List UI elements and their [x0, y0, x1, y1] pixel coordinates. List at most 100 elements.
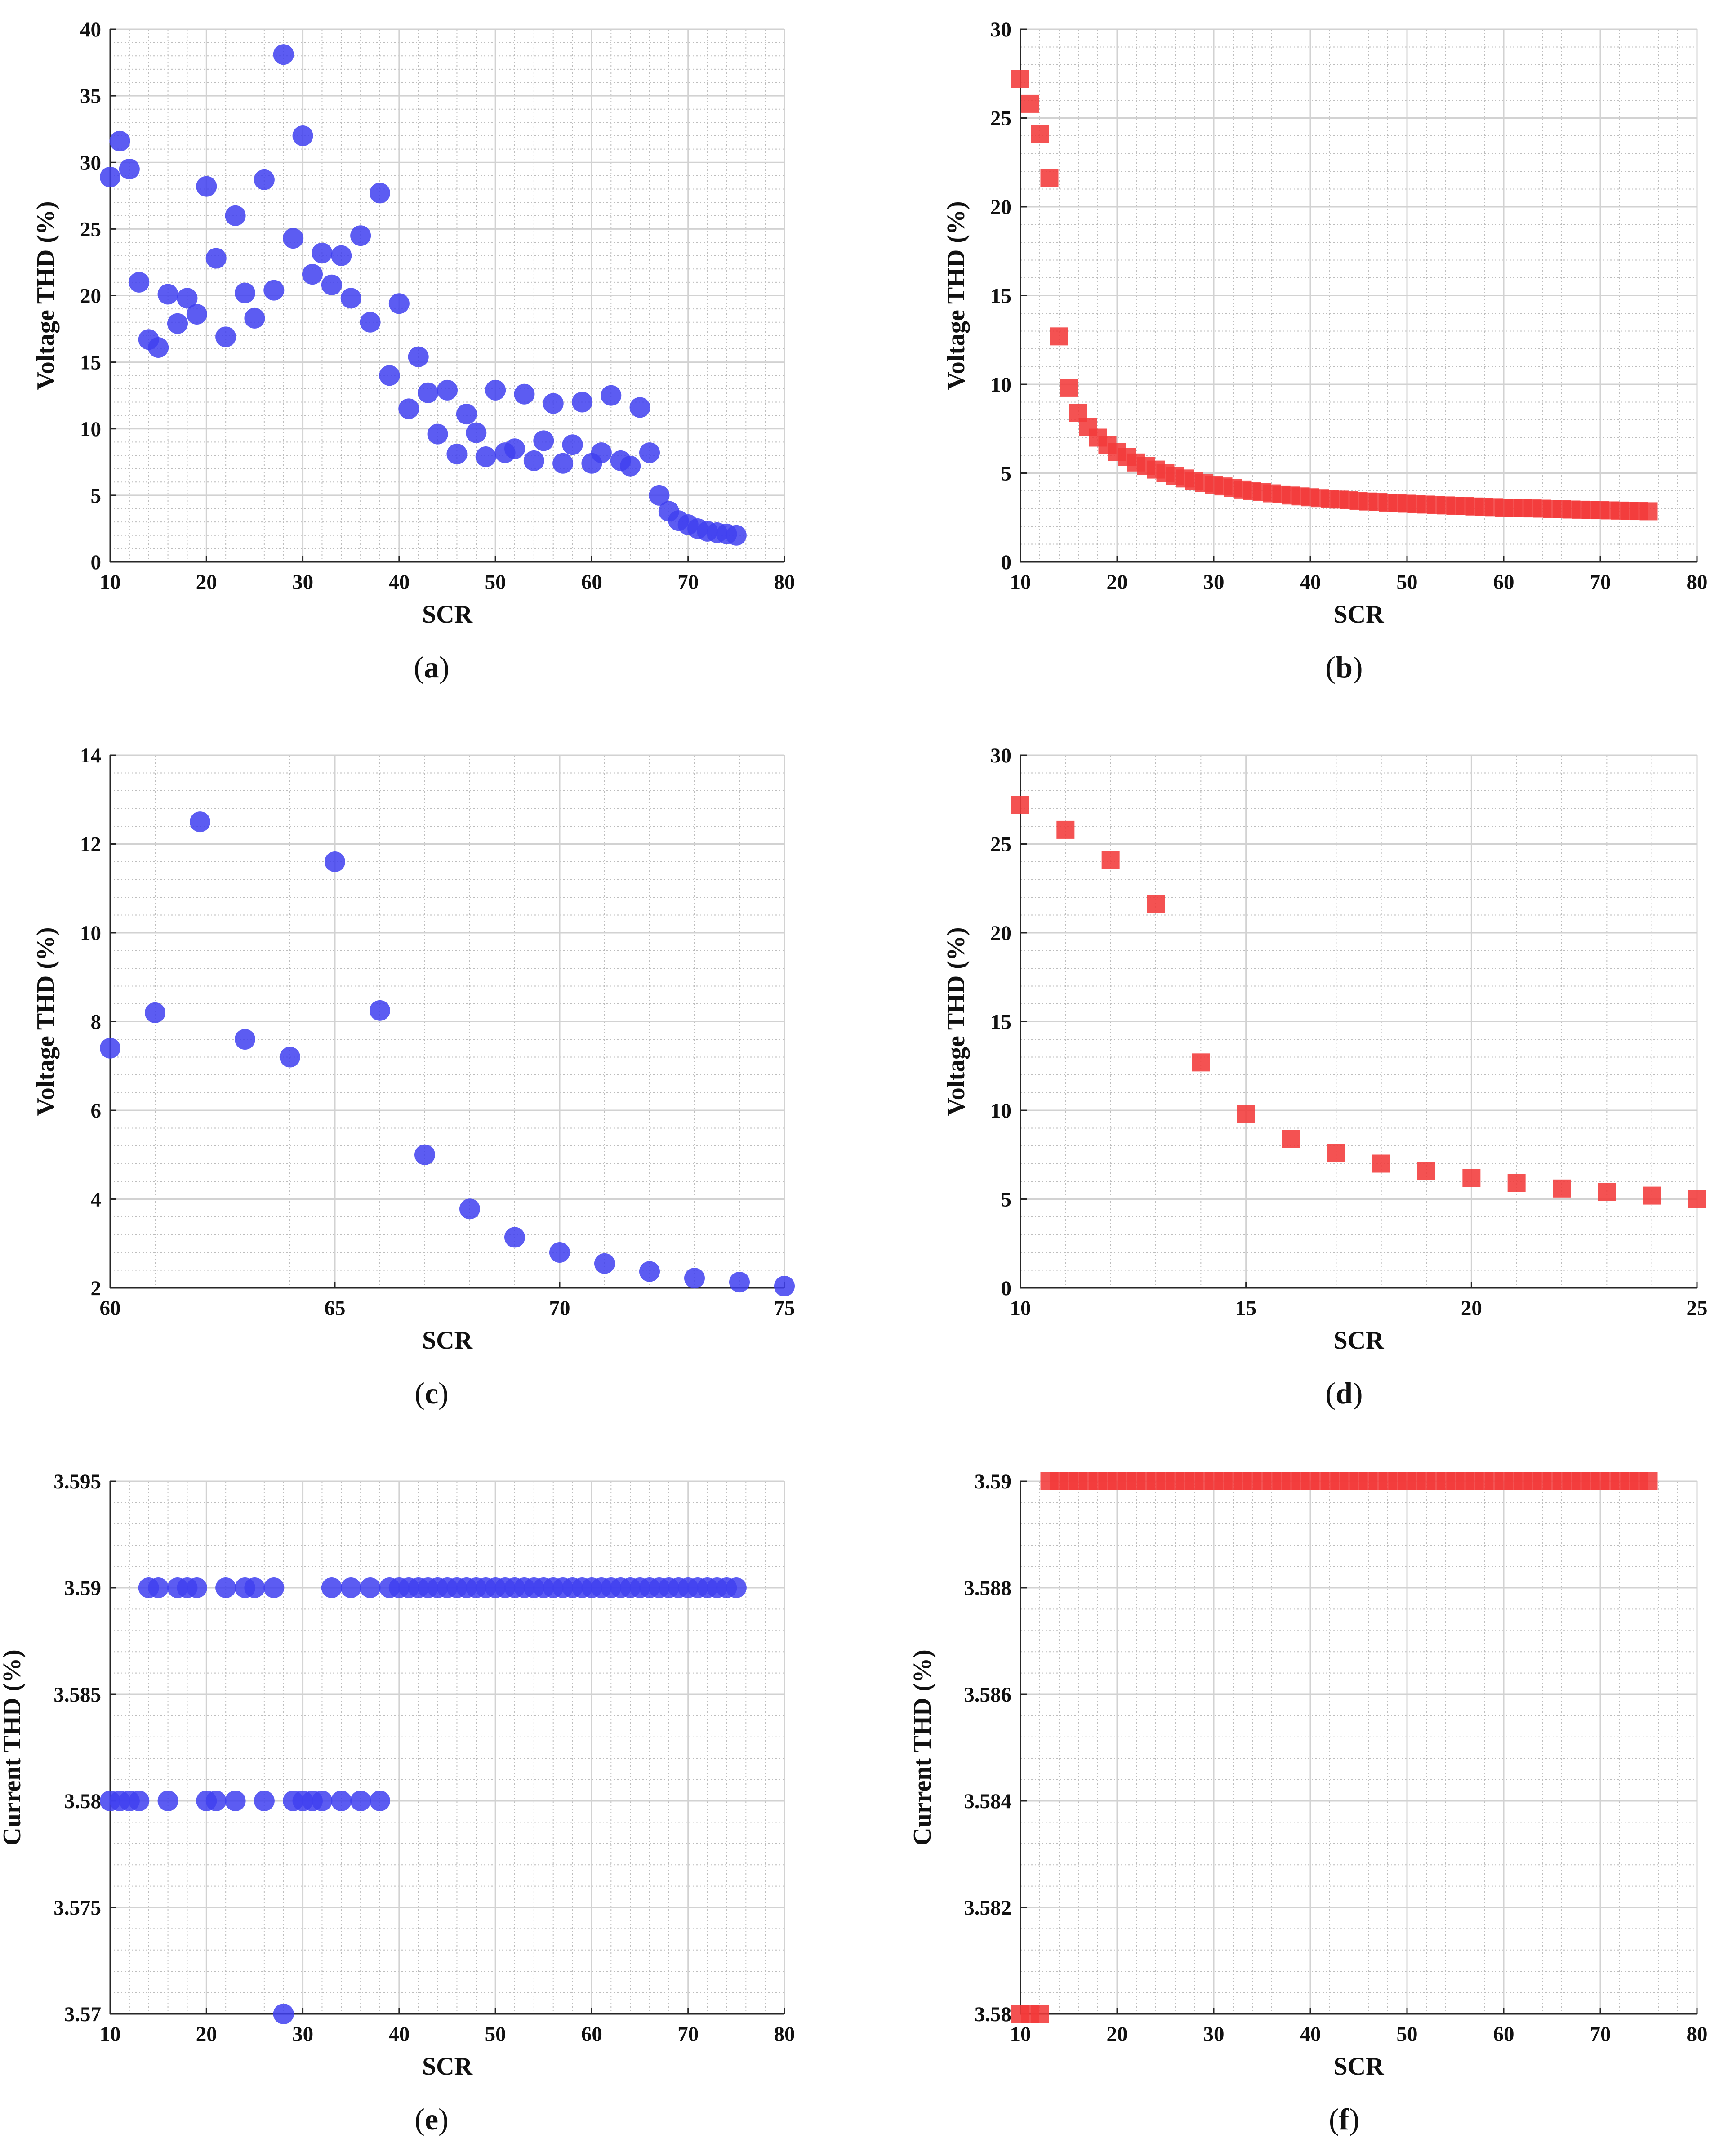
x-tick-label: 50 — [485, 570, 506, 594]
data-point — [388, 293, 410, 314]
x-tick-label: 30 — [1203, 570, 1225, 594]
data-point — [1011, 796, 1029, 814]
data-point — [1327, 1144, 1345, 1162]
data-point — [292, 125, 313, 146]
data-point — [215, 326, 236, 347]
data-point — [273, 2004, 294, 2024]
y-tick-label: 20 — [990, 922, 1011, 945]
data-point — [1101, 851, 1120, 869]
data-point — [774, 1276, 795, 1297]
data-point — [340, 1577, 361, 1598]
x-tick-label: 20 — [1107, 570, 1128, 594]
data-point — [280, 1047, 300, 1068]
chart-e: 10 20 30 40 50 60 70 80 3.57 3.575 3.58 3.585 3.59 3.… — [0, 1470, 795, 2080]
y-tick-label: 10 — [80, 418, 101, 441]
x-tick-label: 60 — [1493, 2022, 1514, 2046]
data-point — [225, 1791, 246, 1811]
y-tick-label: 25 — [990, 107, 1011, 130]
data-point — [321, 274, 342, 295]
data-point — [418, 382, 439, 403]
series-points — [100, 811, 795, 1297]
data-point — [263, 280, 285, 301]
x-tick-label: 70 — [677, 570, 699, 594]
data-point — [1021, 94, 1039, 113]
data-point — [350, 225, 371, 246]
x-tick-label: 30 — [292, 570, 313, 594]
data-point — [331, 245, 352, 266]
data-point — [1688, 1190, 1706, 1208]
y-tick-label: 14 — [80, 744, 101, 767]
data-point — [1553, 1179, 1571, 1198]
y-tick-label: 0 — [1001, 1277, 1012, 1300]
caption-f: (f) — [1329, 2102, 1359, 2136]
x-tick-label: 30 — [1203, 2022, 1225, 2046]
y-tick-label: 15 — [990, 1011, 1011, 1034]
panel-e: 10 20 30 40 50 60 70 80 3.57 3.575 3.58 3.585 3.59 3.… — [0, 1470, 795, 2080]
x-tick-label: 65 — [325, 1296, 346, 1320]
y-tick-label: 10 — [80, 922, 101, 945]
chart-c: 60 65 70 75 2 4 6 8 10 12 14 SCR Voltage THD (%) — [32, 744, 795, 1354]
data-point — [129, 1791, 150, 1811]
series-points — [100, 44, 747, 546]
x-tick-label: 20 — [1461, 1296, 1482, 1320]
x-tick-label: 50 — [1397, 2022, 1418, 2046]
data-point — [157, 284, 178, 305]
panel-a: 10 20 30 40 50 60 70 80 0 5 10 15 20 25 30 35 40 SCR Volta… — [32, 18, 795, 628]
y-tick-label: 12 — [80, 833, 101, 856]
data-point — [360, 312, 381, 333]
data-point — [119, 159, 140, 180]
data-point — [370, 1791, 390, 1811]
data-point — [109, 130, 130, 151]
x-tick-label: 80 — [774, 2022, 795, 2046]
x-tick-label: 10 — [1010, 570, 1031, 594]
data-point — [729, 1272, 750, 1293]
data-point — [148, 337, 169, 358]
x-axis-label: SCR — [1333, 1327, 1384, 1354]
y-tick-label: 3.586 — [964, 1683, 1011, 1706]
y-tick-label: 40 — [80, 18, 101, 41]
x-tick-label: 60 — [1493, 570, 1514, 594]
data-point — [398, 398, 419, 419]
major-grid — [1020, 1480, 1698, 2015]
data-point — [543, 393, 564, 414]
chart-a: 10 20 30 40 50 60 70 80 0 5 10 15 20 25 30 35 40 SCR Volta… — [32, 18, 795, 628]
caption-a: (a) — [414, 650, 450, 684]
data-point — [370, 183, 390, 204]
y-axis-label: Current THD (%) — [0, 1649, 26, 1846]
data-point — [629, 397, 650, 418]
data-point — [1598, 1183, 1616, 1201]
data-point — [1056, 820, 1075, 839]
y-axis-label: Current THD (%) — [908, 1649, 936, 1846]
data-point — [350, 1791, 371, 1811]
x-tick-label: 80 — [1687, 2022, 1708, 2046]
x-tick-label: 80 — [774, 570, 795, 594]
minor-grid — [1020, 1481, 1697, 2014]
data-point — [475, 446, 496, 467]
series-points — [100, 1577, 747, 2024]
data-point — [215, 1577, 236, 1598]
y-tick-label: 10 — [990, 1099, 1011, 1123]
data-point — [157, 1791, 178, 1811]
data-point — [446, 444, 468, 465]
data-point — [1060, 379, 1078, 397]
y-tick-label: 15 — [990, 285, 1011, 308]
data-point — [244, 307, 265, 329]
data-point — [1639, 502, 1658, 521]
y-axis-label: Voltage THD (%) — [942, 201, 970, 390]
data-point — [205, 1791, 227, 1811]
data-point — [177, 288, 198, 309]
data-point — [340, 288, 361, 309]
data-point — [684, 1268, 705, 1289]
data-point — [331, 1791, 352, 1811]
data-point — [360, 1577, 381, 1598]
data-point — [1237, 1105, 1255, 1123]
data-point — [1417, 1162, 1435, 1180]
data-point — [414, 1144, 435, 1165]
x-tick-label: 80 — [1687, 570, 1708, 594]
y-tick-label: 25 — [990, 833, 1011, 856]
series-points — [1011, 796, 1706, 1208]
x-tick-label: 25 — [1687, 1296, 1708, 1320]
x-tick-label: 30 — [292, 2022, 313, 2046]
series-points — [1011, 1472, 1658, 2023]
data-point — [1462, 1169, 1481, 1187]
